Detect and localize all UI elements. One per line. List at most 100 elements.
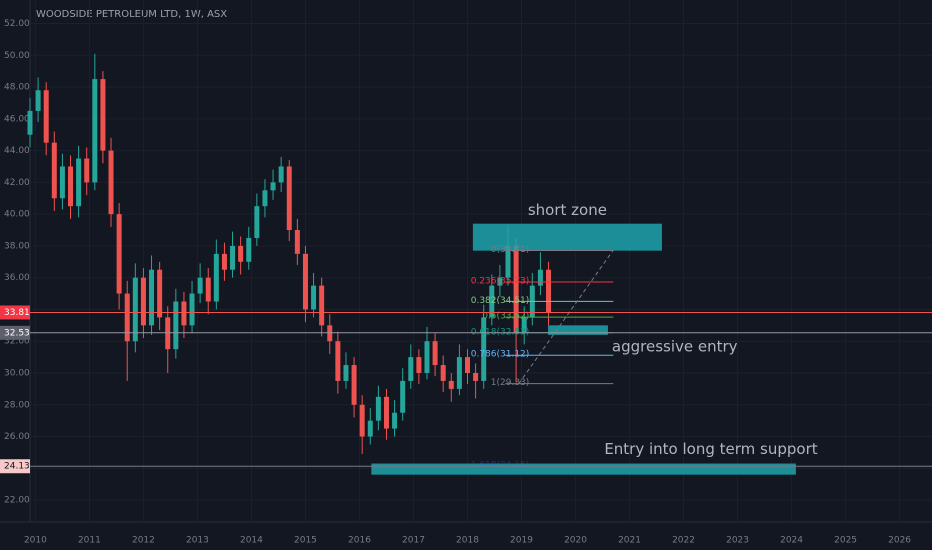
candle-body [400,380,406,413]
candle-body [375,396,381,421]
x-tick-label: 2016 [348,536,371,546]
candle-body [448,380,454,389]
candle-body [424,341,430,373]
candle-body [432,341,438,366]
x-tick-label: 2020 [564,536,587,546]
candle-body [149,269,155,326]
x-tick-label: 2023 [726,536,749,546]
candle-body [27,110,33,135]
candle-body [440,365,446,381]
candle-body [416,357,422,373]
candle-body [473,372,479,381]
candle-body [286,166,292,231]
candle-body [221,253,227,270]
candle-body [464,357,470,373]
y-tick-label: 38.00 [4,241,30,251]
price-label: 33.81 [4,308,30,318]
candle-body [76,158,82,207]
candle-body [84,158,90,183]
price-label-box [0,459,30,474]
fib-label: 0(37.71) [491,245,530,255]
candle-body [351,365,357,405]
candle-body [505,245,511,278]
zone [371,463,796,475]
price-label: 32.53 [4,328,30,338]
candle-body [108,150,114,215]
x-tick-label: 2021 [618,536,641,546]
candle-body [197,277,203,294]
y-tick-label: 36.00 [4,273,30,283]
candle-body [181,301,187,326]
candle-body [254,206,260,238]
x-tick-label: 2024 [780,536,803,546]
candle-body [359,404,365,437]
candle-body [408,357,414,381]
y-tick-label: 40.00 [4,210,30,220]
x-tick-label: 2017 [402,536,425,546]
trend-line [518,249,614,384]
annotation: Entry into long term support [604,440,817,458]
y-tick-label: 48.00 [4,83,30,93]
x-tick-label: 2012 [132,536,155,546]
fib-label: 1.618(24.15) [471,460,530,470]
candle-body [497,277,503,286]
candle-body [43,90,49,143]
candle-body [319,285,325,326]
y-tick-label: 30.00 [4,368,30,378]
x-tick-label: 2013 [186,536,209,546]
candle-body [238,245,244,262]
candle-body [124,293,130,342]
y-tick-label: 46.00 [4,114,30,124]
candle-body [246,237,252,262]
candle-body [100,79,106,151]
y-tick-label: 26.00 [4,432,30,442]
candle-body [213,253,219,302]
x-tick-label: 2019 [510,536,533,546]
x-tick-label: 2018 [456,536,479,546]
candle-body [35,90,41,111]
candle-body [157,269,163,318]
candle-body [262,190,268,207]
price-label-box [0,305,30,320]
fib-label: 0.382(34.51) [471,296,530,306]
candle-body [116,214,122,294]
candle-body [59,166,65,199]
x-tick-label: 2011 [78,536,101,546]
price-label-box [0,325,30,340]
x-tick-label: 2025 [834,536,857,546]
y-tick-label: 50.00 [4,51,30,61]
fib-label: 0.786(31.12) [471,350,530,360]
candle-body [335,341,341,381]
candle-body [230,245,236,270]
x-tick-label: 2015 [294,536,317,546]
candle-body [51,142,57,199]
chart-title: WOODSIDE PETROLEUM LTD, 1W, ASX [36,9,227,20]
candle-body [456,357,462,389]
candle-body [189,293,195,326]
x-tick-label: 2022 [672,536,695,546]
candle-body [92,79,98,183]
candle-body [513,245,519,334]
candle-body [294,230,300,254]
candle-body [270,182,276,191]
candle-body [481,317,487,381]
candle-body [173,301,179,350]
candle-body [311,285,317,310]
price-label: 24.13 [4,462,30,472]
x-tick-label: 2010 [24,536,47,546]
candle-body [302,253,308,310]
candle-body [68,166,74,207]
x-tick-label: 2026 [888,536,911,546]
candle-body [546,269,552,313]
candle-body [489,285,495,318]
candle-body [132,277,138,342]
candle-body [205,277,211,302]
y-tick-label: 22.00 [4,496,30,506]
y-tick-label: 52.00 [4,19,30,29]
annotation: short zone [528,201,607,219]
candle-body [537,269,543,286]
annotation: aggressive entry [612,337,738,355]
y-tick-label: 32.00 [4,337,30,347]
